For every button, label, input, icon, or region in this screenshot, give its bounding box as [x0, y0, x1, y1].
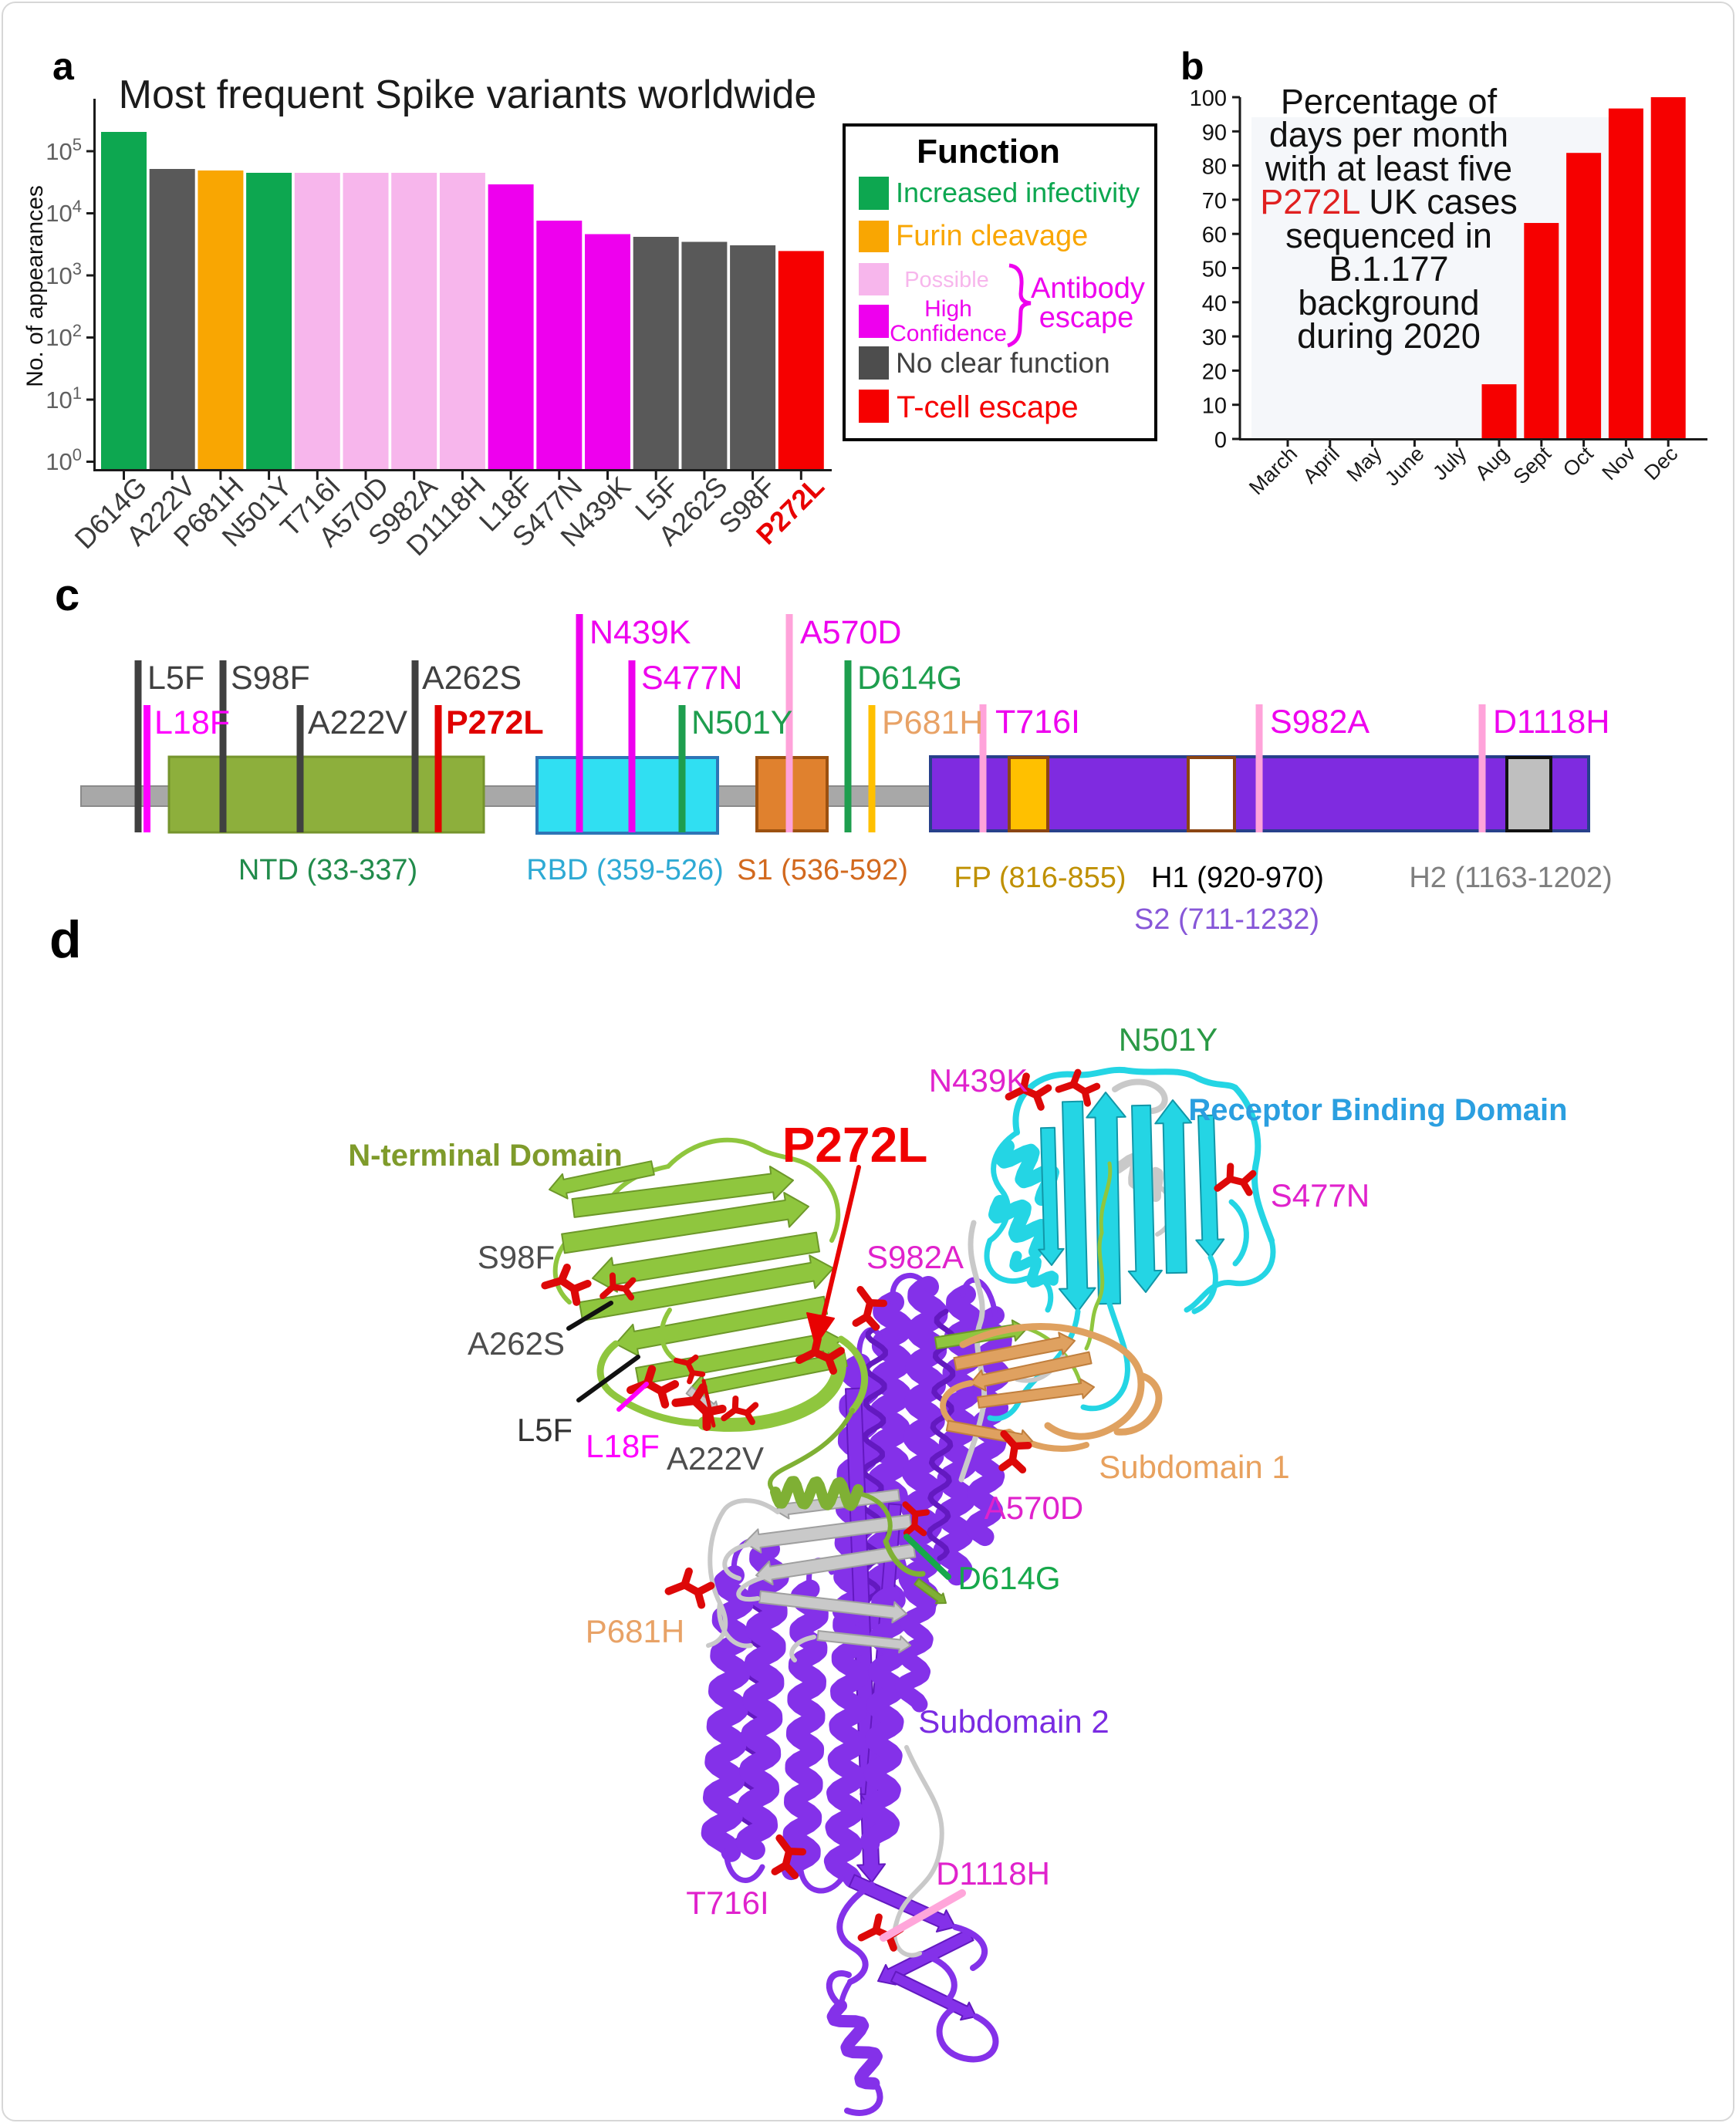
- svg-text:S982A: S982A: [1270, 704, 1370, 741]
- svg-text:D614G: D614G: [958, 1560, 1060, 1596]
- svg-text:June: June: [1380, 442, 1429, 491]
- svg-text:RBD (359-526): RBD (359-526): [526, 854, 724, 886]
- svg-text:10: 10: [1202, 394, 1227, 419]
- svg-text:100: 100: [1190, 86, 1227, 111]
- svg-text:P272L: P272L: [446, 704, 544, 741]
- svg-text:T-cell escape: T-cell escape: [897, 390, 1079, 424]
- svg-text:May: May: [1343, 442, 1387, 487]
- svg-text:N439K: N439K: [929, 1062, 1028, 1099]
- svg-text:0: 0: [1214, 428, 1227, 453]
- svg-text:S477N: S477N: [1271, 1177, 1370, 1213]
- svg-text:d: d: [49, 910, 82, 969]
- svg-text:No. of appearances: No. of appearances: [22, 185, 48, 387]
- svg-text:b: b: [1180, 45, 1204, 88]
- svg-text:days per month: days per month: [1269, 115, 1508, 154]
- svg-text:Aug: Aug: [1471, 442, 1513, 484]
- svg-text:101: 101: [46, 383, 82, 413]
- svg-text:S1 (536-592): S1 (536-592): [737, 854, 908, 886]
- svg-text:sequenced in: sequenced in: [1285, 216, 1492, 255]
- svg-text:60: 60: [1202, 223, 1227, 248]
- svg-text:H2 (1163-1202): H2 (1163-1202): [1409, 862, 1612, 894]
- svg-text:July: July: [1428, 442, 1471, 485]
- svg-text:S98F: S98F: [231, 660, 310, 697]
- svg-text:Subdomain 2: Subdomain 2: [918, 1703, 1109, 1740]
- svg-text:L18F: L18F: [154, 704, 230, 741]
- svg-text:N501Y: N501Y: [691, 704, 792, 741]
- svg-text:NTD (33-337): NTD (33-337): [238, 854, 417, 886]
- svg-text:S477N: S477N: [641, 660, 742, 697]
- svg-text:during 2020: during 2020: [1297, 316, 1481, 356]
- svg-text:D1118H: D1118H: [1493, 704, 1609, 741]
- svg-text:Sept: Sept: [1509, 442, 1556, 489]
- svg-text:Increased infectivity: Increased infectivity: [896, 177, 1140, 208]
- svg-text:105: 105: [46, 135, 82, 165]
- svg-text:escape: escape: [1039, 302, 1134, 334]
- svg-text:H1 (920-970): H1 (920-970): [1151, 862, 1324, 894]
- svg-text:A262S: A262S: [468, 1325, 565, 1362]
- svg-text:N439K: N439K: [589, 614, 691, 651]
- svg-text:30: 30: [1202, 326, 1227, 350]
- svg-text:Function: Function: [917, 133, 1060, 170]
- svg-text:April: April: [1299, 442, 1344, 488]
- svg-text:A222V: A222V: [667, 1440, 764, 1477]
- svg-text:a: a: [52, 45, 75, 88]
- svg-text:L5F: L5F: [517, 1412, 572, 1448]
- svg-text:P681H: P681H: [586, 1613, 684, 1649]
- svg-text:Most frequent Spike variants w: Most frequent Spike variants worldwide: [119, 73, 817, 117]
- svg-text:with at least five: with at least five: [1265, 149, 1512, 188]
- svg-text:B.1.177: B.1.177: [1329, 249, 1448, 289]
- svg-text:A262S: A262S: [422, 660, 522, 697]
- svg-text:High: High: [924, 296, 972, 322]
- svg-text:March: March: [1245, 442, 1302, 499]
- svg-text:104: 104: [46, 197, 82, 227]
- svg-text:A570D: A570D: [800, 614, 901, 651]
- svg-text:P272L UK cases: P272L UK cases: [1260, 182, 1518, 221]
- svg-text:Subdomain 1: Subdomain 1: [1099, 1449, 1290, 1485]
- svg-text:P272L: P272L: [782, 1117, 928, 1173]
- svg-text:100: 100: [46, 445, 82, 475]
- svg-text:T716I: T716I: [686, 1885, 768, 1921]
- svg-text:No clear function: No clear function: [896, 347, 1110, 379]
- svg-text:103: 103: [46, 259, 82, 289]
- svg-text:Receptor Binding Domain: Receptor Binding Domain: [1188, 1093, 1567, 1127]
- svg-text:102: 102: [46, 321, 82, 351]
- svg-text:Furin cleavage: Furin cleavage: [896, 220, 1088, 252]
- svg-text:S982A: S982A: [866, 1239, 964, 1275]
- svg-text:Possible: Possible: [904, 268, 989, 292]
- svg-text:c: c: [55, 570, 79, 620]
- svg-text:D614G: D614G: [857, 660, 962, 697]
- svg-text:D1118H: D1118H: [936, 1855, 1050, 1892]
- svg-text:L18F: L18F: [586, 1428, 660, 1464]
- svg-text:40: 40: [1202, 292, 1227, 316]
- svg-text:90: 90: [1202, 120, 1227, 145]
- svg-text:Percentage of: Percentage of: [1281, 82, 1498, 121]
- svg-text:80: 80: [1202, 155, 1227, 180]
- svg-text:Nov: Nov: [1597, 442, 1640, 485]
- svg-text:S2 (711-1232): S2 (711-1232): [1134, 903, 1319, 936]
- svg-text:70: 70: [1202, 189, 1227, 214]
- svg-text:Antibody: Antibody: [1031, 272, 1145, 305]
- svg-text:Oct: Oct: [1559, 442, 1598, 481]
- svg-text:20: 20: [1202, 359, 1227, 384]
- svg-text:L5F: L5F: [147, 660, 204, 697]
- svg-text:background: background: [1298, 283, 1479, 322]
- svg-text:50: 50: [1202, 258, 1227, 282]
- svg-text:A570D: A570D: [985, 1490, 1083, 1526]
- svg-text:Dec: Dec: [1640, 442, 1682, 484]
- svg-text:N-terminal Domain: N-terminal Domain: [348, 1139, 623, 1173]
- svg-text:Confidence: Confidence: [890, 321, 1007, 346]
- svg-text:S98F: S98F: [478, 1239, 555, 1275]
- svg-text:FP (816-855): FP (816-855): [954, 862, 1126, 894]
- svg-text:T716I: T716I: [995, 704, 1080, 741]
- svg-text:P681H: P681H: [882, 704, 983, 741]
- svg-text:N501Y: N501Y: [1119, 1021, 1218, 1058]
- svg-text:A222V: A222V: [308, 704, 407, 741]
